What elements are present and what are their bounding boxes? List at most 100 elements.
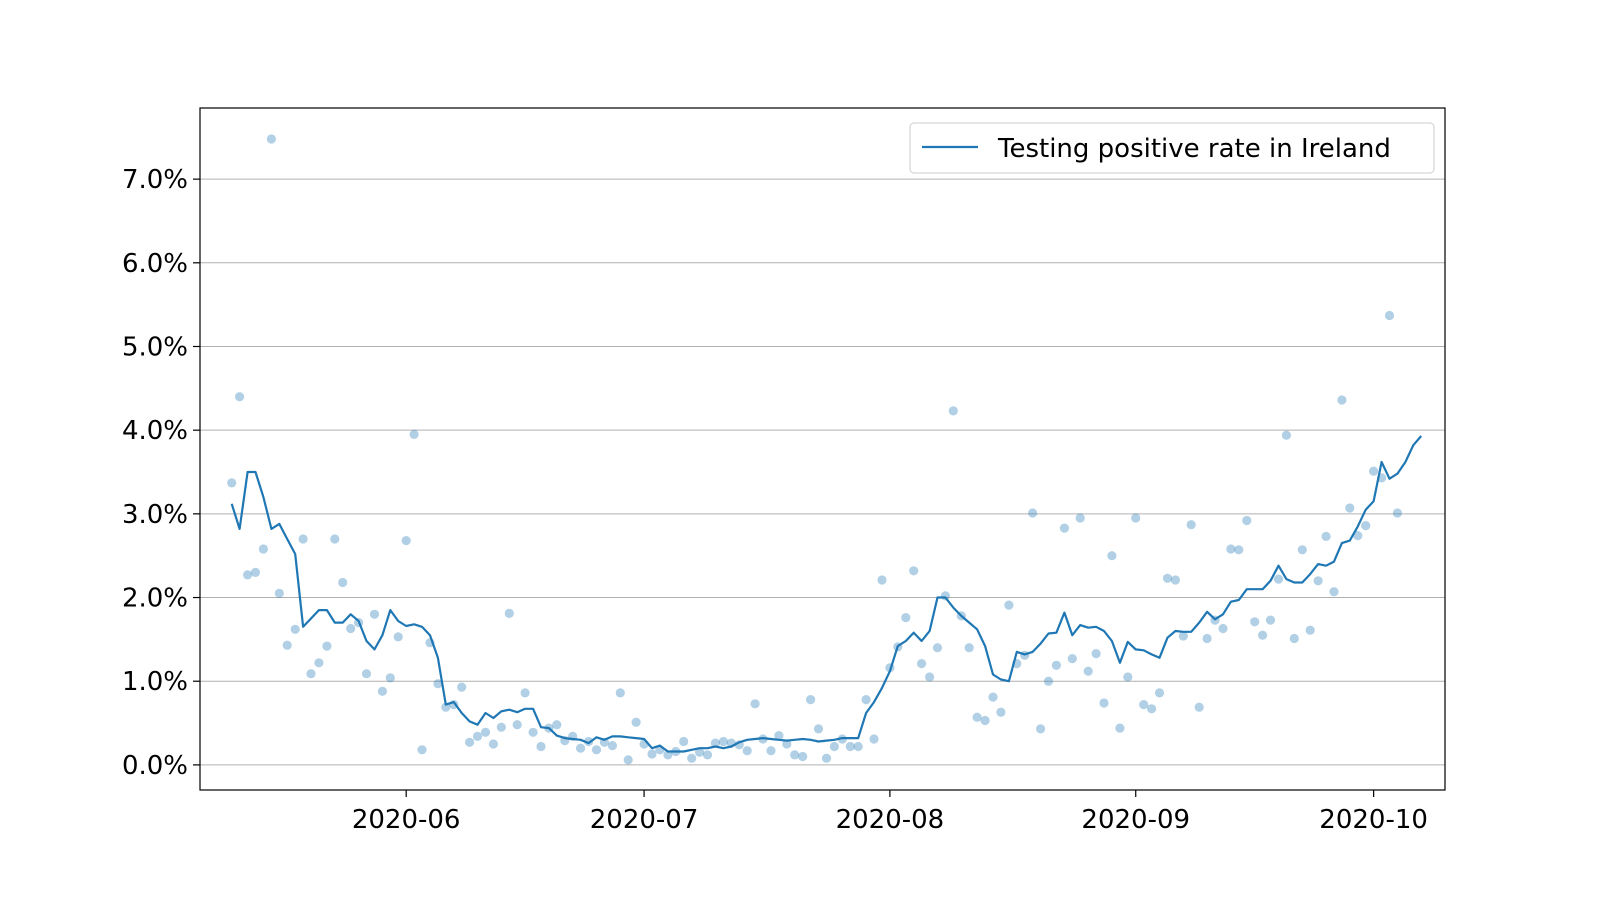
data-point <box>1218 623 1228 634</box>
data-point <box>1004 600 1014 610</box>
legend-box <box>909 122 1435 174</box>
data-point <box>488 739 498 749</box>
x-axis: 2020-06 2020-07 2020-08 2020-09 2020-10 <box>352 790 1428 835</box>
data-point <box>385 673 395 683</box>
data-point <box>1353 531 1363 541</box>
data-point <box>1067 654 1077 664</box>
data-point <box>615 688 625 698</box>
x-tick-label: 2020-10 <box>1319 805 1428 835</box>
data-point <box>702 750 713 760</box>
data-point <box>496 722 506 732</box>
data-point <box>512 720 522 730</box>
data-point <box>1107 551 1117 561</box>
data-point <box>591 745 602 755</box>
data-point <box>806 695 816 705</box>
data-point <box>472 731 483 742</box>
data-point <box>782 739 792 749</box>
data-point <box>742 746 752 756</box>
data-point <box>687 753 697 763</box>
data-point <box>1162 573 1173 583</box>
legend-label: Testing positive rate in Ireland <box>997 134 1391 164</box>
data-point <box>964 643 974 653</box>
data-point <box>346 623 356 634</box>
data-point <box>948 406 958 416</box>
data-point <box>710 738 721 748</box>
x-tick-label: 2020-07 <box>590 805 699 835</box>
data-point <box>869 734 879 744</box>
data-point <box>1059 523 1069 533</box>
data-point <box>457 682 467 692</box>
data-point <box>1273 574 1284 584</box>
data-point <box>774 731 784 741</box>
data-point <box>298 534 308 544</box>
y-tick-label: 4.0% <box>122 416 188 446</box>
data-point <box>1123 672 1133 682</box>
data-point <box>972 712 982 722</box>
data-point <box>1194 702 1204 712</box>
data-point <box>623 755 633 765</box>
plot-area-frame <box>199 107 1446 791</box>
data-point <box>1154 688 1165 698</box>
data-point <box>227 478 237 488</box>
data-point <box>1313 576 1323 586</box>
data-point <box>1384 310 1395 321</box>
data-point <box>1170 575 1180 585</box>
data-point <box>274 588 284 598</box>
data-point <box>1265 615 1276 625</box>
data-point <box>1131 513 1141 523</box>
data-point <box>1051 660 1061 670</box>
data-point <box>536 741 546 752</box>
data-point <box>576 743 586 753</box>
data-point <box>330 534 340 544</box>
data-point <box>243 570 253 580</box>
y-tick-label: 6.0% <box>122 249 188 279</box>
y-tick-label: 3.0% <box>122 500 188 530</box>
data-point <box>718 736 729 747</box>
data-point <box>433 679 443 689</box>
data-point <box>766 746 776 756</box>
data-point <box>925 672 935 682</box>
data-point <box>1226 544 1236 554</box>
data-point <box>1186 520 1196 530</box>
data-point <box>250 567 261 578</box>
data-point <box>338 577 348 588</box>
data-point <box>520 688 530 698</box>
data-point <box>235 392 245 402</box>
data-point <box>1289 633 1299 644</box>
data-point <box>695 747 705 757</box>
data-point <box>631 717 641 727</box>
data-point <box>1115 723 1125 733</box>
x-tick-label: 2020-09 <box>1081 805 1190 835</box>
data-point <box>1369 466 1379 476</box>
data-point <box>996 707 1006 717</box>
data-point <box>417 745 427 755</box>
data-point <box>663 750 673 760</box>
data-point <box>1139 700 1149 710</box>
data-point <box>821 753 832 763</box>
data-point <box>988 692 998 702</box>
data-point <box>465 737 475 747</box>
y-axis: 0.0% 1.0% 2.0% 3.0% 4.0% 5.0% 6.0% 7.0% <box>122 165 200 781</box>
data-point <box>1250 617 1260 627</box>
data-point <box>901 613 911 623</box>
data-point <box>1281 430 1291 440</box>
data-point <box>1392 508 1402 518</box>
data-point <box>1242 515 1252 526</box>
data-point <box>790 750 800 760</box>
data-point <box>679 736 689 747</box>
data-point <box>584 736 594 747</box>
legend: Testing positive rate in Ireland <box>909 122 1435 174</box>
data-point <box>1321 531 1331 542</box>
data-point <box>322 641 332 651</box>
data-point <box>813 724 824 734</box>
data-point <box>1043 676 1054 686</box>
data-point <box>750 699 760 709</box>
data-point <box>1345 503 1355 513</box>
y-tick-label: 5.0% <box>122 332 188 362</box>
data-point <box>361 669 372 679</box>
data-point <box>480 727 491 737</box>
data-point <box>290 624 300 634</box>
data-point <box>853 741 863 752</box>
data-point <box>401 536 411 546</box>
